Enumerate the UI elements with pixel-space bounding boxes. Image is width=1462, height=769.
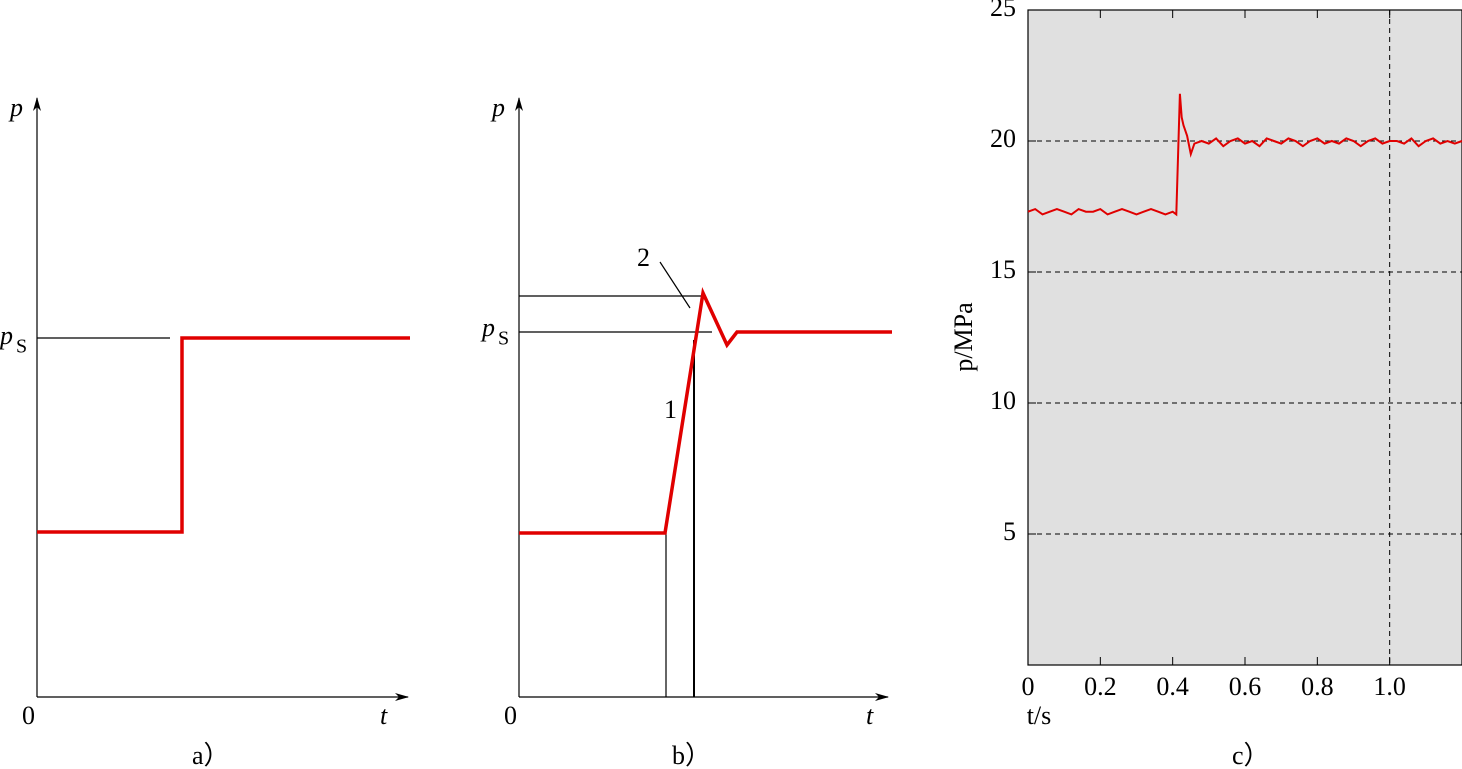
origin: 0	[22, 701, 35, 730]
step-curve	[37, 336, 410, 534]
x-tick-label: 0	[1022, 672, 1035, 701]
panel-c: 5 10 15 20 25 0 0.2 0.4 0.6 0.8 1.0 t/s p/MPa c）	[949, 0, 1462, 769]
x-tick-label: 0.2	[1084, 672, 1117, 701]
y-axis-label: p/MPa	[949, 302, 978, 372]
level-sub: S	[498, 328, 509, 350]
panel-a: p p S 0 t a）	[0, 93, 410, 769]
level-sub: S	[16, 336, 27, 358]
y-tick-label: 10	[990, 386, 1016, 415]
x-axis-label: t/s	[1027, 701, 1052, 730]
caption: c）	[1232, 741, 1270, 769]
x-label: t	[866, 701, 874, 730]
y-tick-label: 20	[990, 124, 1016, 153]
level-label: p	[480, 313, 495, 342]
x-tick-label: 0.6	[1229, 672, 1262, 701]
callout: 2	[637, 243, 650, 272]
caption: a）	[192, 741, 230, 769]
y-label: p	[8, 93, 23, 122]
data-line	[1027, 93, 1462, 217]
x-tick-label: 1.0	[1373, 672, 1406, 701]
y-tick-label: 15	[990, 255, 1016, 284]
y-tick-label: 5	[1003, 517, 1016, 546]
plot-border	[1027, 9, 1462, 666]
level-label: p	[0, 321, 13, 350]
response-curve	[519, 287, 892, 535]
x-tick-label: 0.8	[1301, 672, 1334, 701]
plot-area	[1028, 10, 1462, 665]
origin: 0	[504, 701, 517, 730]
callout: 1	[664, 395, 677, 424]
y-tick-label: 25	[990, 0, 1016, 22]
x-label: t	[380, 701, 388, 730]
x-tick-label: 0.4	[1156, 672, 1189, 701]
caption: b）	[672, 741, 711, 769]
y-label: p	[490, 93, 505, 122]
panel-b: p p S 1 2 0 t b）	[480, 93, 892, 769]
leader-line	[659, 261, 691, 309]
